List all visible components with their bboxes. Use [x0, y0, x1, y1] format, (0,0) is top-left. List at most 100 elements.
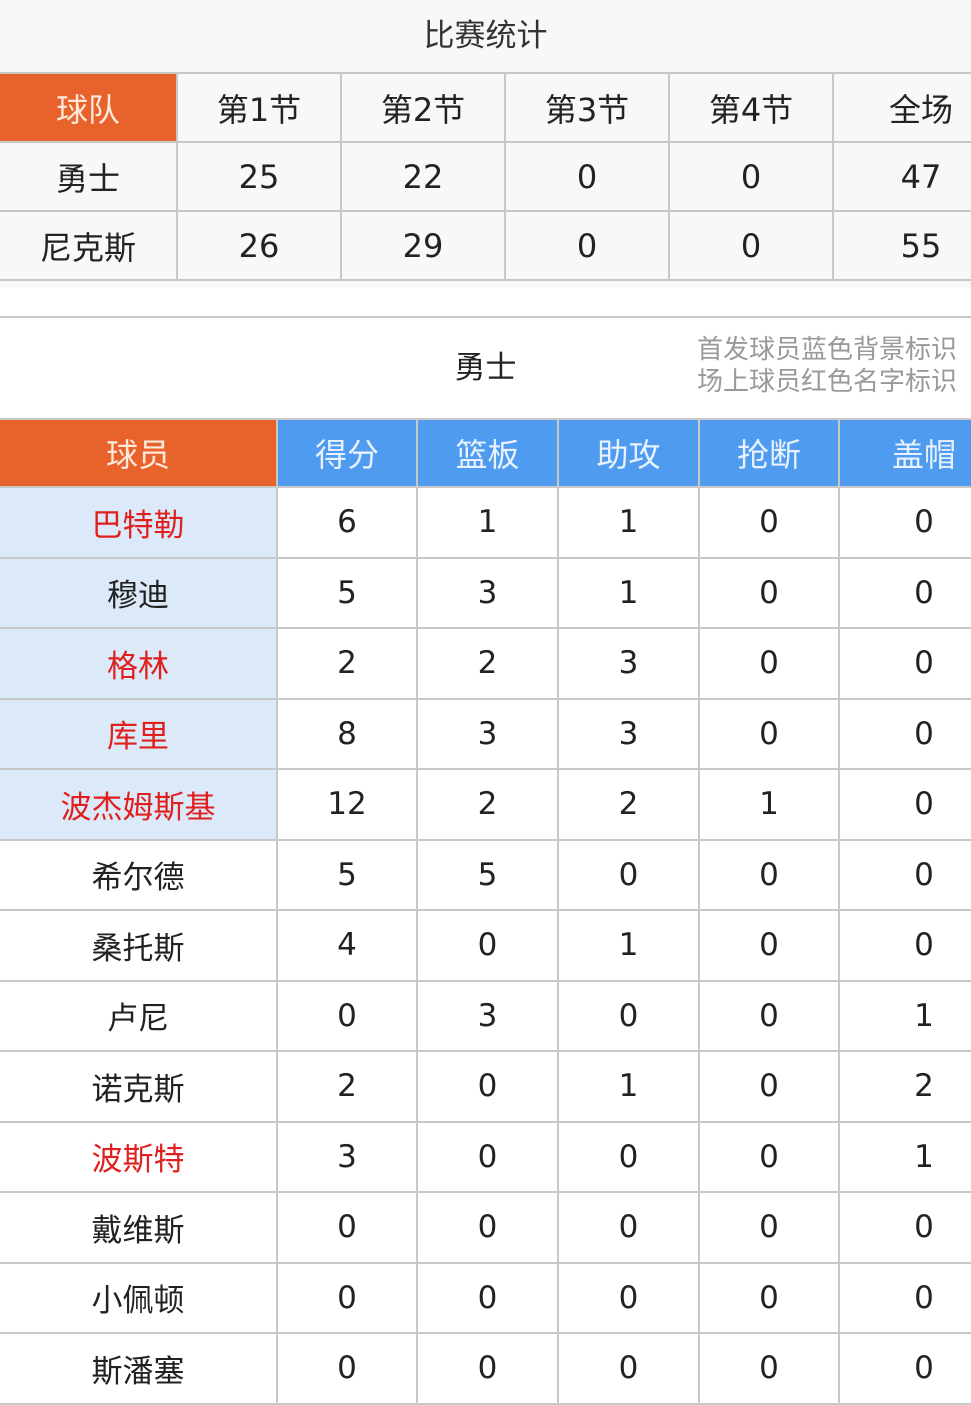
stat-cell: 0	[416, 909, 559, 982]
score-header-cell: 全场	[832, 72, 971, 143]
stat-cell: 0	[698, 1191, 840, 1264]
stat-cell: 1	[557, 1050, 700, 1123]
stat-cell: 5	[276, 838, 418, 911]
stat-cell: 0	[416, 1050, 559, 1123]
player-row: 小佩顿 0 0 0 0 0	[0, 1261, 971, 1334]
team-name: 尼克斯	[0, 210, 178, 281]
stat-cell: 0	[698, 1332, 840, 1405]
stat-cell: 0	[838, 697, 971, 770]
stat-cell: 0	[698, 909, 840, 982]
stat-cell: 0	[698, 627, 840, 700]
stat-cell: 1	[416, 486, 559, 559]
stat-cell: 0	[838, 486, 971, 559]
stat-cell: 0	[838, 838, 971, 911]
player-name: 桑托斯	[0, 909, 278, 982]
page-title: 比赛统计	[423, 18, 548, 54]
player-header-cell: 助攻	[557, 418, 700, 488]
stat-cell: 0	[698, 1120, 840, 1193]
score-row: 尼克斯 26 29 0 0 55	[0, 210, 971, 281]
team-header: 勇士 首发球员蓝色背景标识 场上球员红色名字标识	[0, 318, 971, 418]
stat-cell: 0	[276, 1261, 418, 1334]
stat-cell: 12	[276, 768, 418, 841]
quarter-score-table: 球队 第1节 第2节 第3节 第4节 全场 勇士 25 22 0 0 47 尼克斯 26 29 0 0 55	[0, 72, 971, 281]
player-row: 希尔德 5 5 0 0 0	[0, 838, 971, 911]
score-cell: 0	[504, 210, 670, 281]
stat-cell: 0	[557, 1120, 700, 1193]
stat-cell: 1	[698, 768, 840, 841]
divider	[0, 288, 971, 318]
stat-cell: 0	[838, 1261, 971, 1334]
stat-cell: 0	[838, 1191, 971, 1264]
player-header-cell: 球员	[0, 418, 278, 488]
stat-cell: 0	[838, 1332, 971, 1405]
player-header-row: 球员 得分 篮板 助攻 抢断 盖帽	[0, 418, 971, 488]
stat-cell: 0	[416, 1120, 559, 1193]
player-row: 波斯特 3 0 0 0 1	[0, 1120, 971, 1193]
stat-cell: 6	[276, 486, 418, 559]
player-row: 波杰姆斯基 12 2 2 1 0	[0, 768, 971, 841]
stat-cell: 0	[838, 556, 971, 629]
stat-cell: 1	[557, 909, 700, 982]
player-stats-table: 球员 得分 篮板 助攻 抢断 盖帽 巴特勒 6 1 1 0 0 穆迪 5 3 1 0 0 格林 2 2 3 0 0 库里 8 3 3…	[0, 418, 971, 1405]
score-header-cell: 第4节	[668, 72, 834, 143]
score-cell: 0	[668, 141, 834, 212]
player-row: 穆迪 5 3 1 0 0	[0, 556, 971, 629]
score-row: 勇士 25 22 0 0 47	[0, 141, 971, 212]
team-name: 勇士	[454, 350, 517, 386]
player-row: 巴特勒 6 1 1 0 0	[0, 486, 971, 559]
player-row: 库里 8 3 3 0 0	[0, 697, 971, 770]
player-name: 库里	[0, 697, 278, 770]
player-row: 格林 2 2 3 0 0	[0, 627, 971, 700]
stat-cell: 0	[557, 1261, 700, 1334]
score-header-row: 球队 第1节 第2节 第3节 第4节 全场	[0, 72, 971, 143]
stat-cell: 3	[416, 556, 559, 629]
game-stats-section: 比赛统计 球队 第1节 第2节 第3节 第4节 全场 勇士 25 22 0 0 47 尼克斯 26 29 0…	[0, 0, 971, 288]
player-row: 桑托斯 4 0 1 0 0	[0, 909, 971, 982]
stat-cell: 0	[698, 838, 840, 911]
legend-note: 首发球员蓝色背景标识 场上球员红色名字标识	[697, 334, 957, 398]
player-row: 斯潘塞 0 0 0 0 0	[0, 1332, 971, 1405]
stat-cell: 3	[416, 979, 559, 1052]
stat-cell: 2	[838, 1050, 971, 1123]
player-name: 卢尼	[0, 979, 278, 1052]
stat-cell: 1	[557, 486, 700, 559]
stat-cell: 0	[698, 556, 840, 629]
team-name: 勇士	[0, 141, 178, 212]
stat-cell: 0	[698, 697, 840, 770]
score-cell: 25	[176, 141, 342, 212]
score-header-cell: 第1节	[176, 72, 342, 143]
player-header-cell: 得分	[276, 418, 418, 488]
stat-cell: 0	[698, 486, 840, 559]
stat-cell: 5	[276, 556, 418, 629]
score-header-cell: 球队	[0, 72, 178, 143]
stat-cell: 3	[557, 697, 700, 770]
stat-cell: 0	[557, 1332, 700, 1405]
player-name: 小佩顿	[0, 1261, 278, 1334]
player-name: 希尔德	[0, 838, 278, 911]
score-header-cell: 第2节	[340, 72, 506, 143]
stat-cell: 3	[276, 1120, 418, 1193]
stat-cell: 5	[416, 838, 559, 911]
stat-cell: 2	[416, 627, 559, 700]
player-row: 卢尼 0 3 0 0 1	[0, 979, 971, 1052]
score-cell: 0	[504, 141, 670, 212]
stat-cell: 8	[276, 697, 418, 770]
player-header-cell: 盖帽	[838, 418, 971, 488]
score-header-cell: 第3节	[504, 72, 670, 143]
note-on-court: 场上球员红色名字标识	[697, 367, 958, 397]
player-name: 斯潘塞	[0, 1332, 278, 1405]
stat-cell: 4	[276, 909, 418, 982]
score-cell: 22	[340, 141, 506, 212]
stat-cell: 3	[416, 697, 559, 770]
stat-cell: 2	[557, 768, 700, 841]
stat-cell: 0	[416, 1191, 559, 1264]
stat-cell: 0	[416, 1261, 559, 1334]
score-cell: 29	[340, 210, 506, 281]
stat-cell: 0	[557, 838, 700, 911]
stat-cell: 1	[838, 979, 971, 1052]
player-row: 戴维斯 0 0 0 0 0	[0, 1191, 971, 1264]
score-cell: 0	[668, 210, 834, 281]
stat-cell: 0	[838, 909, 971, 982]
stat-cell: 0	[276, 979, 418, 1052]
stat-cell: 0	[838, 768, 971, 841]
